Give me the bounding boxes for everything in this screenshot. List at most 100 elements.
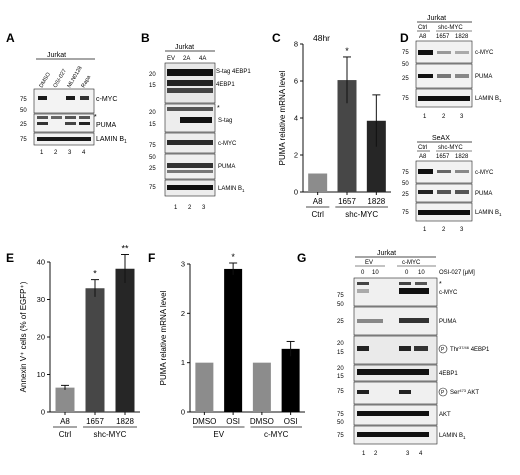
svg-text:P: P (441, 390, 445, 396)
panel-d-jurkat-band-cmyc: c-MYC (475, 50, 494, 56)
panel-d-seax-band-lamin: LAMIN B1 (475, 210, 502, 217)
chart-e-ytick-label: 40 (37, 258, 45, 267)
panel-c-letter: C (272, 31, 281, 45)
panel-g-band-cmyc: c-MYC (439, 290, 458, 296)
chart-f-ytick-label: 2 (181, 309, 185, 318)
panel-a-nonspecific: * (94, 114, 97, 121)
chart-f-ytick-label: 1 (181, 358, 185, 367)
panel-d-jurkat-lane-1828: 1828 (455, 34, 469, 40)
panel-b: B Jurkat EV 2A 4A 20 15 20 15 75 50 25 7… (141, 31, 251, 211)
chart-c-ytick-label: 8 (294, 40, 298, 49)
panel-g-dose-1: 0 (361, 270, 365, 276)
panel-g-group-cmyc: c-MYC (402, 260, 421, 266)
panel-a-mw-25: 25 (20, 122, 27, 128)
panel-b-lane-2a: 2A (183, 56, 190, 62)
panel-g-phospho-marker-thr: P (438, 344, 448, 354)
panel-a-mw-75b: 75 (20, 137, 27, 143)
chart-c-group-label: Ctrl (311, 210, 324, 219)
chart-e-group-label: shc-MYC (94, 430, 127, 439)
panel-b-mw-25: 25 (149, 166, 156, 172)
panel-d-jurkat-lane-num-2: 2 (442, 114, 446, 120)
chart-f-category-label: DMSO (250, 417, 274, 426)
panel-b-lane-ev: EV (167, 56, 175, 62)
panel-b-mw-50: 50 (149, 155, 156, 161)
panel-f: F 0 1 2 3 PUMA relative mRNA level DMSO * OSI DM… (148, 251, 305, 439)
chart-f-ylabel: PUMA relative mRNA level (159, 290, 168, 385)
panel-g: G Jurkat EV c-MYC OSI-027 [μM] 0 10 0 10 (297, 250, 490, 457)
chart-c-bar (337, 80, 357, 192)
panel-g-mw-50: 50 (337, 302, 344, 308)
chart-f-bar (281, 348, 300, 412)
panel-a-lane-dmso: DMSO (39, 71, 53, 89)
panel-d-seax-band-cmyc: c-MYC (475, 170, 494, 176)
panel-b-mw-20b: 20 (149, 110, 156, 116)
chart-e-category-label: A8 (60, 417, 70, 426)
panel-a-band-lamin: LAMIN B1 (96, 136, 127, 145)
chart-f-bar (252, 362, 271, 412)
svg-text:P: P (441, 347, 445, 353)
panel-d-jurkat-lane-num-1: 1 (423, 114, 427, 120)
panel-a-lane-num-1: 1 (40, 150, 44, 156)
panel-g-mw-15: 15 (337, 350, 344, 356)
panel-a-lane-num-4: 4 (82, 150, 86, 156)
panel-b-band-lamin: LAMIN B1 (218, 186, 245, 193)
panel-a-band-puma: PUMA (96, 122, 117, 129)
chart-e-significance: ** (121, 244, 129, 254)
panel-b-band-stag: S-tag (218, 118, 232, 124)
panel-g-band-puma: PUMA (439, 319, 456, 325)
panel-d-seax-lane-num-2: 2 (442, 227, 446, 233)
chart-f-bar (195, 362, 214, 412)
panel-g-osi-label: OSI-027 [μM] (439, 270, 475, 276)
panel-a-cell-line: Jurkat (47, 52, 66, 59)
chart-c-ytick-label: 2 (294, 151, 298, 160)
panel-b-cell-line: Jurkat (175, 44, 194, 51)
panel-c: C 48hr 0 2 4 6 8 PUMA relative mRNA level A8 * 1… (272, 31, 391, 219)
chart-e-ytick-label: 0 (41, 408, 45, 417)
panel-d-letter: D (400, 31, 409, 45)
chart-e-bar (85, 288, 105, 412)
chart-c-ytick-label: 4 (294, 114, 298, 123)
panel-g-mw-50b: 50 (337, 420, 344, 426)
panel-b-band-cmyc: c-MYC (218, 141, 237, 147)
chart-c-group-label: shc-MYC (345, 210, 378, 219)
chart-e-group-label: Ctrl (59, 430, 72, 439)
panel-g-mw-20: 20 (337, 341, 344, 347)
panel-g-lane-num-2: 2 (374, 451, 378, 457)
chart-c-category-label: A8 (313, 197, 323, 206)
panel-g-phospho-marker-ser: P (438, 387, 448, 397)
chart-e-ylabel: Annexin V⁺ cells (% of EGFP⁺) (19, 281, 28, 392)
panel-g-lane-num-1: 1 (362, 451, 366, 457)
panel-d-jurkat-mw-75b: 75 (402, 96, 409, 102)
chart-f-ytick-label: 3 (181, 260, 185, 269)
panel-a: A Jurkat DMSO OSI-027 MLN0128 Rapa 75 50… (6, 31, 127, 156)
panel-e: E 0 10 20 30 40 Annexin V⁺ cells (% of EGFP⁺)… (6, 244, 140, 439)
panel-a-lane-num-2: 2 (54, 150, 58, 156)
panel-d-seax-ctrl: Ctrl (418, 145, 427, 151)
chart-c-category-label: 1657 (338, 197, 356, 206)
chart-c-ytick-label: 6 (294, 77, 298, 86)
chart-f-bar (224, 268, 243, 412)
panel-d-seax-lane-1828: 1828 (455, 154, 469, 160)
panel-b-lane-4a: 4A (199, 56, 206, 62)
panel-d-jurkat-shc: shc-MYC (438, 25, 463, 31)
panel-d-seax-lane-1657: 1657 (436, 154, 450, 160)
panel-d-jurkat-mw-75: 75 (402, 50, 409, 56)
panel-a-mw-75: 75 (20, 97, 27, 103)
panel-b-letter: B (141, 31, 150, 45)
panel-g-blot-pakt (353, 381, 438, 405)
chart-e-category-label: 1828 (116, 417, 134, 426)
panel-g-band-4ebp1: 4EBP1 (439, 371, 458, 377)
panel-d-seax-mw-25: 25 (402, 192, 409, 198)
chart-e: 0 10 20 30 40 Annexin V⁺ cells (% of EGFP⁺) A8… (19, 244, 140, 439)
panel-d-seax-band-puma: PUMA (475, 191, 492, 197)
panel-d-seax-lane-a8: A8 (419, 154, 427, 160)
panel-g-group-ev: EV (365, 260, 373, 266)
chart-f-ytick-label: 0 (181, 408, 185, 417)
panel-d-jurkat-mw-25: 25 (402, 76, 409, 82)
chart-c-ytick-label: 0 (294, 188, 298, 197)
panel-b-lane-num-1: 1 (174, 205, 178, 211)
panel-b-mw-15: 15 (149, 83, 156, 89)
panel-b-lane-num-3: 3 (202, 205, 206, 211)
panel-g-mw-25: 25 (337, 319, 344, 325)
panel-g-nonspecific: * (439, 281, 442, 288)
